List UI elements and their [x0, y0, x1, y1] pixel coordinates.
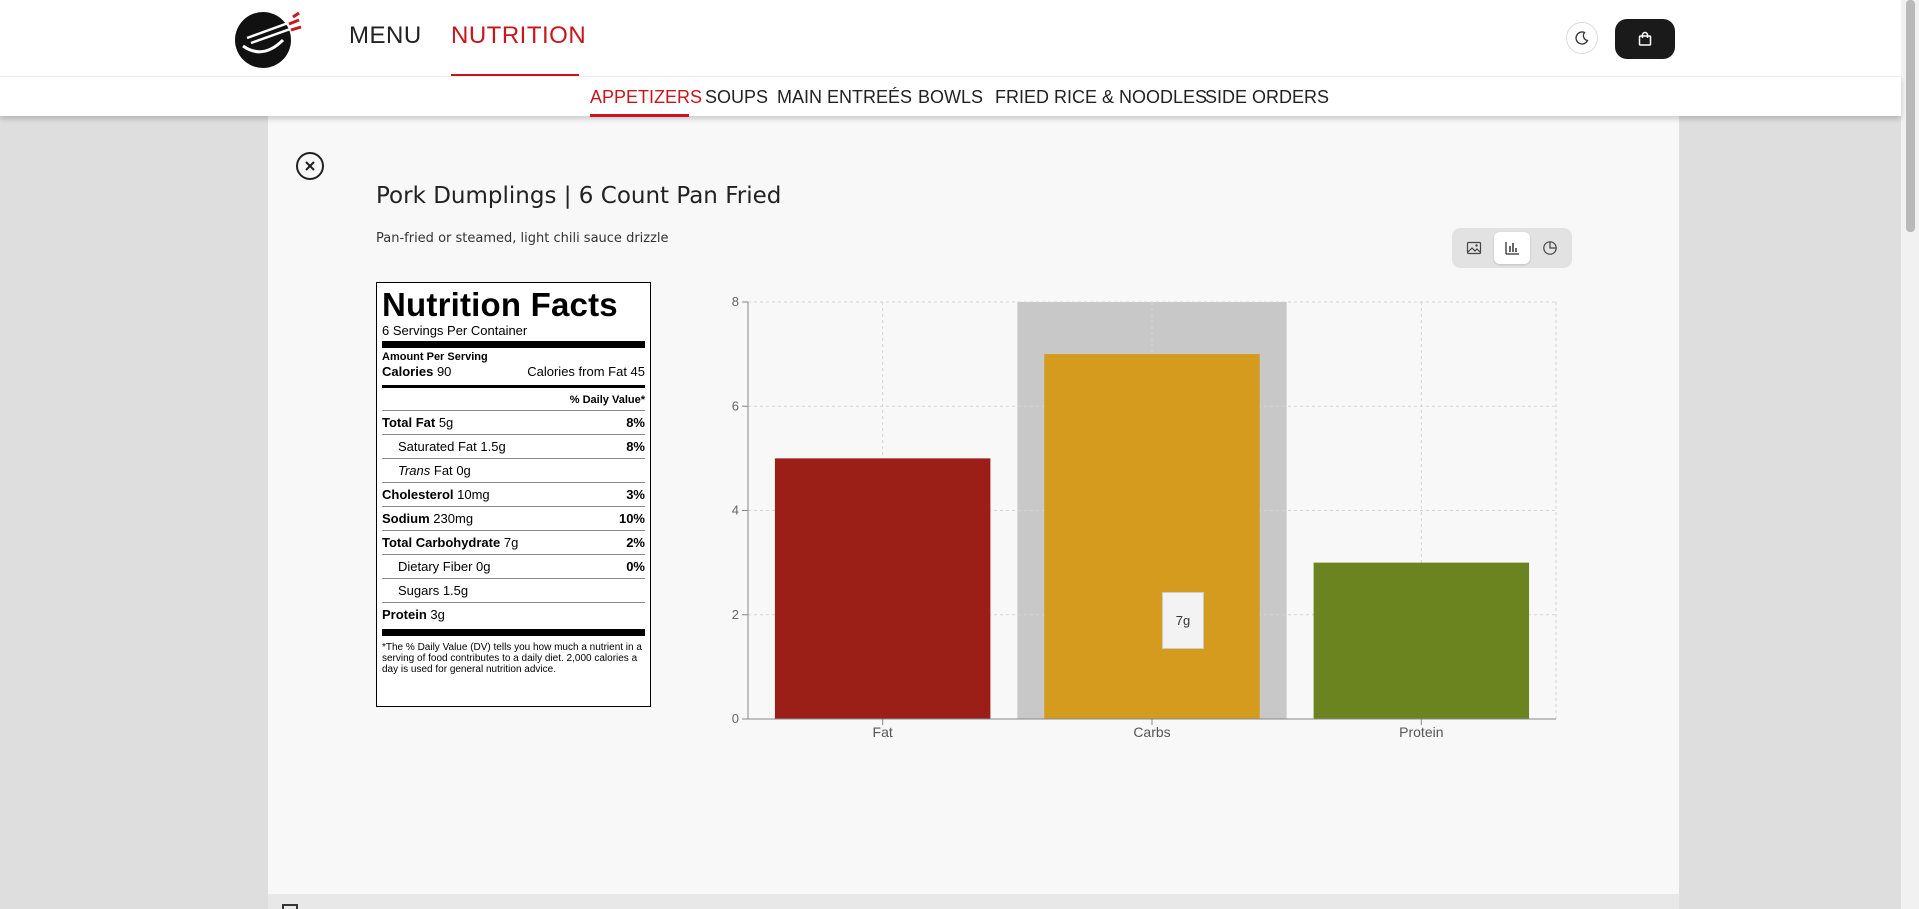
image-view-button[interactable] [1456, 232, 1492, 264]
nf-dv: 2% [626, 535, 645, 550]
close-icon [305, 161, 315, 171]
nf-dv: 3% [626, 487, 645, 502]
daily-value-header: % Daily Value* [569, 394, 645, 406]
nf-row-sodium: Sodium 230mg 10% [382, 506, 645, 530]
y-tick-label: 2 [732, 607, 739, 622]
category-nav: APPETIZERS SOUPS MAIN ENTREÉS BOWLS FRIE… [0, 76, 1901, 117]
view-toggle-group [1452, 228, 1572, 268]
bar-carbs [1044, 354, 1260, 719]
nav-menu[interactable]: MENU [349, 22, 422, 49]
nf-row-sugars: Sugars 1.5g [382, 578, 645, 602]
calories-value: 90 [436, 364, 452, 379]
theme-toggle-button[interactable] [1566, 22, 1598, 54]
nf-amount: 0g [456, 463, 471, 478]
nutrition-facts-title: Nutrition Facts [382, 286, 618, 323]
calories-from-fat: Calories from Fat 45 [527, 364, 645, 379]
nf-amount: 5g [438, 415, 454, 430]
nf-amount: 7g [503, 535, 519, 550]
close-button[interactable] [296, 152, 324, 180]
page-scrollbar[interactable] [1901, 0, 1919, 909]
category-tab-soups[interactable]: SOUPS [705, 87, 769, 107]
y-tick-label: 6 [732, 398, 739, 413]
nf-dv: 8% [626, 415, 645, 430]
nf-row-trans-fat: Trans Fat 0g [382, 458, 645, 482]
macronutrient-bar-chart: 0 2 4 6 8 Fat Carbs Protein [732, 294, 1557, 740]
moon-icon [1575, 31, 1589, 45]
calories-label: Calories [382, 364, 434, 379]
nf-row-dietary-fiber: Dietary Fiber 0g 0% [382, 554, 645, 578]
nav-active-indicator [451, 74, 579, 76]
amount-per-serving: Amount Per Serving [382, 351, 488, 363]
category-tab-bowls[interactable]: BOWLS [918, 87, 984, 107]
nf-dv: 8% [626, 439, 645, 454]
nf-label: Saturated Fat [398, 439, 477, 454]
bar-protein [1313, 562, 1530, 719]
next-item-checkbox[interactable] [282, 904, 298, 909]
nf-row-cholesterol: Cholesterol 10mg 3% [382, 482, 645, 506]
category-tab-main-entrees[interactable]: MAIN ENTREÉS [777, 87, 913, 107]
nf-label: Cholesterol [382, 487, 454, 502]
nf-label: Total Fat [382, 415, 436, 430]
nf-label: Sodium [382, 511, 430, 526]
nf-amount: 230mg [433, 511, 474, 526]
next-item-strip [268, 894, 1679, 909]
logo-icon [235, 11, 302, 68]
bar-fat [774, 458, 991, 719]
bar-chart-icon [1505, 242, 1519, 255]
divider [382, 385, 645, 388]
logo[interactable] [233, 10, 303, 68]
nf-row-total-carbohydrate: Total Carbohydrate 7g 2% [382, 530, 645, 554]
y-tick-label: 8 [732, 294, 739, 309]
nf-row-total-fat: Total Fat 5g 8% [382, 410, 645, 434]
nf-label-italic: Trans [398, 463, 431, 478]
daily-value-footnote: *The % Daily Value (DV) tells you how mu… [382, 642, 642, 675]
x-tick-label: Fat [873, 724, 893, 740]
category-tab-side-orders[interactable]: SIDE ORDERS [1205, 87, 1330, 107]
x-tick-label: Protein [1399, 724, 1443, 740]
nf-amount: 10mg [457, 487, 490, 502]
category-active-indicator [590, 114, 689, 117]
nf-amount: 3g [430, 607, 445, 622]
nf-row-protein: Protein 3g [382, 602, 645, 626]
nf-amount: 0g [476, 559, 491, 574]
image-icon [1466, 241, 1482, 255]
cart-button[interactable] [1615, 19, 1675, 59]
category-tab-appetizers[interactable]: APPETIZERS [590, 87, 703, 107]
y-tick-label: 4 [732, 503, 739, 518]
divider [382, 629, 645, 636]
nutrition-facts-label: Nutrition Facts 6 Servings Per Container… [376, 282, 651, 707]
nf-dv: 0% [626, 559, 645, 574]
item-title: Pork Dumplings | 6 Count Pan Fried [376, 183, 782, 209]
top-header: MENU NUTRITION [0, 0, 1901, 76]
category-tab-fried-rice-noodles[interactable]: FRIED RICE & NOODLES [995, 87, 1208, 107]
item-description: Pan-fried or steamed, light chili sauce … [376, 231, 669, 246]
bar-chart-view-button[interactable] [1494, 232, 1530, 264]
scrollbar-thumb[interactable] [1906, 0, 1915, 232]
calories-row: Calories 90 Calories from Fat 45 [382, 363, 645, 383]
divider [382, 341, 645, 348]
nf-label: Total Carbohydrate [382, 535, 501, 550]
pie-chart-view-button[interactable] [1532, 232, 1568, 264]
servings-per-container: 6 Servings Per Container [382, 323, 528, 338]
shopping-bag-icon [1638, 31, 1652, 46]
nf-label: Protein [382, 607, 427, 622]
nf-label: Fat [433, 463, 453, 478]
nf-amount: 1.5g [442, 583, 469, 598]
chart-tooltip: 7g [1162, 592, 1204, 649]
nf-label: Dietary Fiber [398, 559, 473, 574]
x-tick-label: Carbs [1133, 724, 1170, 740]
y-tick-label: 0 [732, 711, 739, 726]
nf-row-saturated-fat: Saturated Fat 1.5g 8% [382, 434, 645, 458]
pie-chart-icon [1543, 241, 1557, 255]
nav-nutrition[interactable]: NUTRITION [451, 22, 587, 49]
nf-amount: 1.5g [480, 439, 506, 454]
nf-label: Sugars [398, 583, 440, 598]
nf-dv: 10% [618, 511, 645, 526]
